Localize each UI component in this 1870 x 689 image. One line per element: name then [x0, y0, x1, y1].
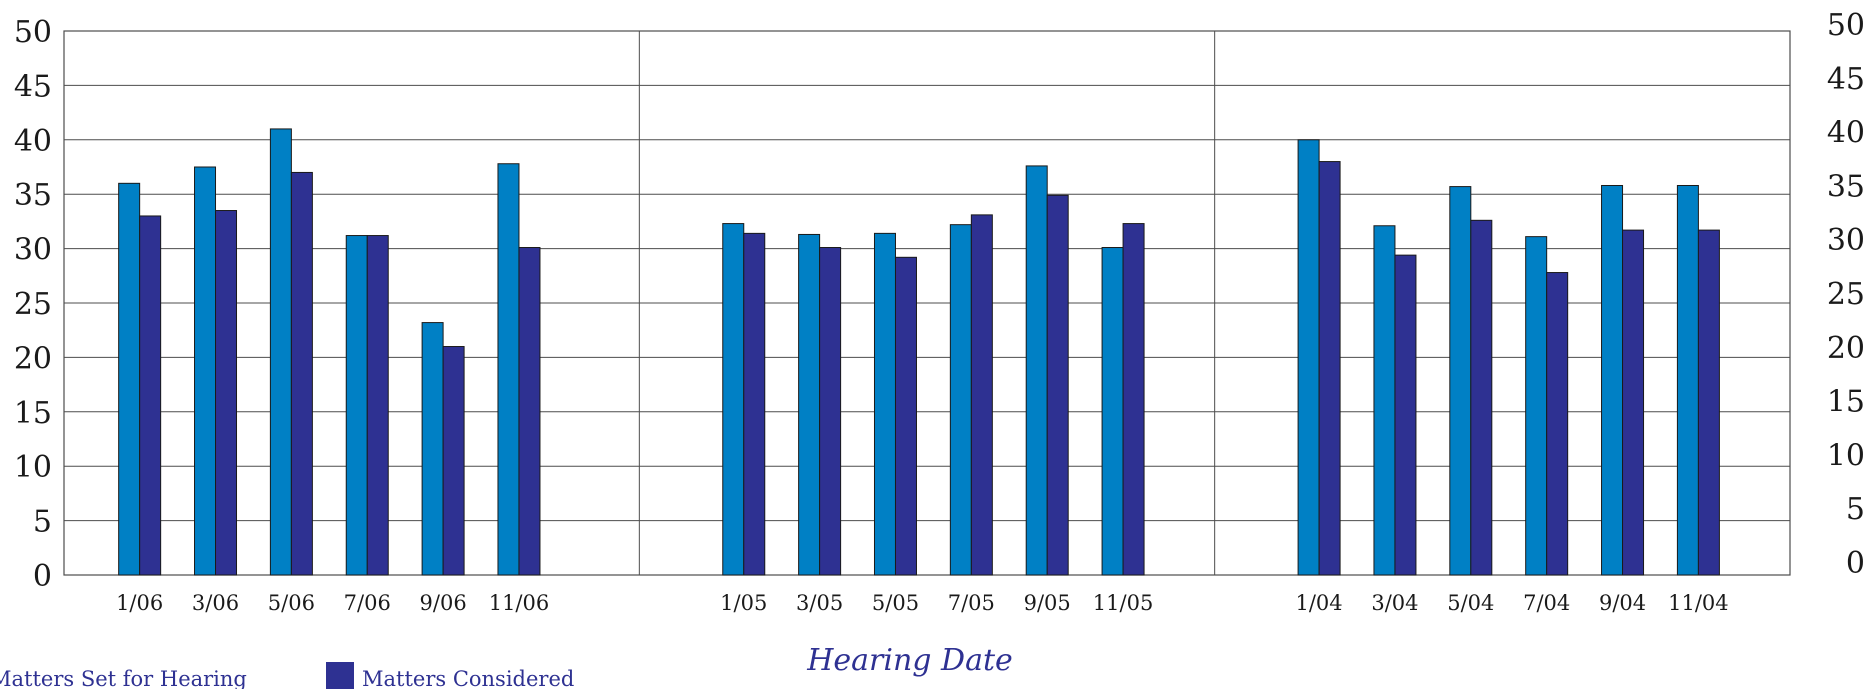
bars — [118, 128, 1720, 576]
x-axis: 1/06 3/06 5/06 7/06 9/06 11/06 1/05 3/05 5/05 7/0… — [116, 591, 1729, 615]
x-tick-label: 5/05 — [872, 591, 919, 615]
x-tick-label: 3/05 — [796, 591, 843, 615]
bar-considered-1-05 — [743, 232, 766, 576]
y-tick-label: 30 — [14, 233, 52, 268]
legend-swatch — [326, 662, 354, 689]
bar-set-for-hearing-5-05 — [873, 232, 896, 576]
bar-set-for-hearing-9-06 — [421, 322, 444, 576]
bar-set-for-hearing-5-06 — [269, 128, 292, 576]
y-tick-label-right: 20 — [1827, 331, 1865, 366]
bar-set-for-hearing-7-05 — [949, 224, 972, 576]
x-tick-label: 11/05 — [1093, 591, 1154, 615]
bar-considered-7-04 — [1546, 272, 1569, 576]
y-axis-left: 0 5 10 15 20 25 30 35 40 45 50 — [14, 15, 52, 594]
bar-considered-9-04 — [1622, 229, 1645, 576]
bar-considered-3-06 — [215, 210, 238, 576]
x-tick-label: 1/05 — [720, 591, 767, 615]
bar-set-for-hearing-11-06 — [497, 163, 520, 576]
bar-considered-9-06 — [442, 346, 465, 576]
bar-considered-1-06 — [139, 215, 162, 576]
y-tick-label: 40 — [14, 124, 52, 159]
bar-considered-11-05 — [1122, 223, 1145, 576]
x-tick-label: 3/04 — [1371, 591, 1418, 615]
bar-set-for-hearing-3-04 — [1373, 225, 1396, 576]
x-tick-label: 7/05 — [948, 591, 995, 615]
x-tick-label: 1/06 — [116, 591, 163, 615]
bar-set-for-hearing-1-06 — [118, 182, 141, 576]
legend: Matters Set for Hearing Matters Considere… — [0, 662, 574, 689]
y-axis-right: 0 5 10 15 20 25 30 35 40 45 50 — [1827, 8, 1865, 581]
x-tick-label: 9/05 — [1024, 591, 1071, 615]
bar-set-for-hearing-1-04 — [1297, 139, 1320, 576]
y-tick-label-right: 10 — [1827, 438, 1865, 473]
bar-set-for-hearing-1-05 — [722, 223, 745, 576]
bar-considered-1-04 — [1318, 161, 1341, 576]
bar-considered-11-06 — [518, 247, 541, 576]
x-tick-label: 5/06 — [268, 591, 315, 615]
y-tick-label: 15 — [14, 396, 52, 431]
bar-set-for-hearing-11-05 — [1101, 247, 1124, 576]
y-tick-label: 25 — [14, 287, 52, 322]
legend-label: Matters Set for Hearing — [0, 667, 247, 689]
bar-considered-11-04 — [1697, 229, 1720, 576]
x-axis-title: Hearing Date — [806, 643, 1013, 678]
bar-set-for-hearing-5-04 — [1449, 186, 1472, 576]
bar-considered-9-05 — [1046, 194, 1069, 576]
bar-considered-5-05 — [894, 256, 917, 576]
bar-considered-7-06 — [366, 235, 389, 576]
x-tick-label: 3/06 — [192, 591, 239, 615]
bar-set-for-hearing-3-05 — [798, 233, 821, 576]
bar-considered-3-04 — [1394, 254, 1417, 576]
y-tick-label: 0 — [33, 559, 52, 594]
y-tick-label-right: 15 — [1827, 385, 1865, 420]
bar-set-for-hearing-9-05 — [1025, 165, 1048, 576]
bar-set-for-hearing-9-04 — [1601, 184, 1624, 576]
bar-considered-3-05 — [819, 247, 842, 576]
x-tick-label: 9/06 — [420, 591, 467, 615]
y-tick-label: 10 — [14, 450, 52, 485]
x-tick-label: 11/06 — [489, 591, 550, 615]
legend-label: Matters Considered — [362, 667, 574, 689]
y-tick-label-right: 30 — [1827, 223, 1865, 258]
y-tick-label-right: 50 — [1827, 8, 1865, 43]
x-tick-label: 1/04 — [1296, 591, 1343, 615]
y-tick-label: 50 — [14, 15, 52, 50]
bar-considered-7-05 — [970, 214, 993, 576]
y-tick-label-right: 45 — [1827, 62, 1865, 97]
x-tick-label: 5/04 — [1447, 591, 1494, 615]
bar-set-for-hearing-7-04 — [1525, 236, 1548, 576]
y-tick-label-right: 25 — [1827, 277, 1865, 312]
y-tick-label: 45 — [14, 69, 52, 104]
x-tick-label: 7/06 — [344, 591, 391, 615]
y-tick-label-right: 0 — [1846, 546, 1865, 581]
x-tick-label: 11/04 — [1668, 591, 1729, 615]
x-tick-label: 7/04 — [1523, 591, 1570, 615]
y-tick-label-right: 40 — [1827, 116, 1865, 151]
bar-considered-5-06 — [290, 171, 313, 576]
y-tick-label-right: 5 — [1846, 492, 1865, 527]
bar-set-for-hearing-3-06 — [194, 166, 217, 576]
y-tick-label: 35 — [14, 178, 52, 213]
bar-set-for-hearing-7-06 — [345, 235, 368, 576]
bar-set-for-hearing-11-04 — [1676, 184, 1699, 576]
y-tick-label-right: 35 — [1827, 169, 1865, 204]
y-tick-label: 20 — [14, 341, 52, 376]
y-tick-label: 5 — [33, 505, 52, 540]
x-tick-label: 9/04 — [1599, 591, 1646, 615]
bar-considered-5-04 — [1470, 219, 1493, 576]
